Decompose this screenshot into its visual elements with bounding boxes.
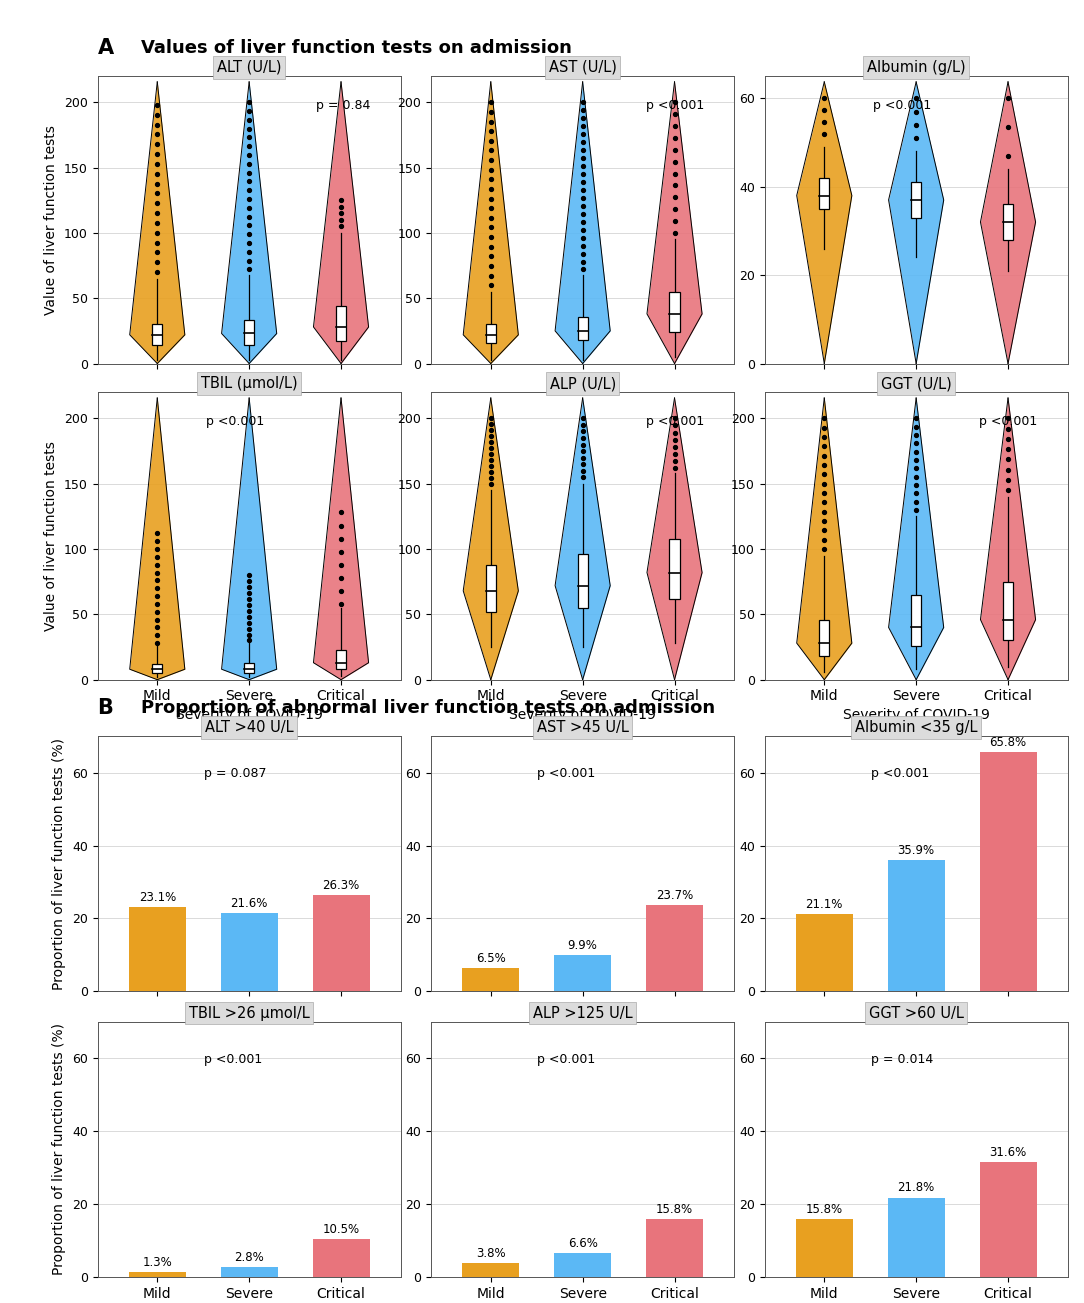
Bar bbox=[129, 1272, 185, 1277]
Text: Proportion of abnormal liver function tests on admission: Proportion of abnormal liver function te… bbox=[141, 698, 715, 717]
Text: 23.7%: 23.7% bbox=[656, 889, 693, 902]
Title: ALT (U/L): ALT (U/L) bbox=[217, 60, 282, 76]
Bar bbox=[462, 1263, 519, 1277]
Bar bbox=[820, 620, 829, 657]
Bar bbox=[486, 324, 495, 343]
Text: p <0.001: p <0.001 bbox=[538, 1053, 595, 1066]
Bar bbox=[486, 564, 495, 611]
Bar bbox=[244, 663, 255, 674]
Text: 10.5%: 10.5% bbox=[322, 1222, 360, 1235]
Text: p <0.001: p <0.001 bbox=[538, 767, 595, 780]
Title: AST (U/L): AST (U/L) bbox=[549, 60, 617, 76]
Title: TBIL >26 μmol/L: TBIL >26 μmol/L bbox=[189, 1006, 310, 1020]
Y-axis label: Proportion of liver function tests (%): Proportion of liver function tests (%) bbox=[52, 1023, 66, 1276]
Title: ALT >40 U/L: ALT >40 U/L bbox=[205, 721, 294, 735]
Bar bbox=[980, 1162, 1036, 1277]
Bar bbox=[670, 292, 680, 332]
Bar bbox=[312, 895, 370, 992]
Text: 9.9%: 9.9% bbox=[568, 939, 597, 952]
Bar bbox=[336, 306, 346, 341]
Bar bbox=[820, 177, 829, 208]
Text: 2.8%: 2.8% bbox=[234, 1251, 264, 1264]
Text: p <0.001: p <0.001 bbox=[873, 99, 931, 112]
Text: p <0.001: p <0.001 bbox=[646, 99, 704, 112]
Y-axis label: Proportion of liver function tests (%): Proportion of liver function tests (%) bbox=[52, 737, 66, 990]
Bar bbox=[578, 554, 588, 607]
Bar bbox=[646, 906, 704, 992]
Text: p = 0.84: p = 0.84 bbox=[317, 99, 371, 112]
X-axis label: Severity of COVID-19: Severity of COVID-19 bbox=[509, 708, 656, 722]
Text: 65.8%: 65.8% bbox=[990, 735, 1027, 748]
Title: ALP >125 U/L: ALP >125 U/L bbox=[533, 1006, 632, 1020]
Text: 21.1%: 21.1% bbox=[805, 898, 843, 911]
Text: Values of liver function tests on admission: Values of liver function tests on admiss… bbox=[141, 39, 572, 57]
Bar bbox=[911, 594, 921, 646]
Text: 15.8%: 15.8% bbox=[805, 1203, 843, 1216]
Bar bbox=[1003, 581, 1014, 641]
Text: p <0.001: p <0.001 bbox=[646, 416, 704, 429]
X-axis label: Severity of COVID-19: Severity of COVID-19 bbox=[842, 708, 990, 722]
Bar bbox=[646, 1220, 704, 1277]
Bar bbox=[152, 324, 163, 345]
Title: TBIL (μmol/L): TBIL (μmol/L) bbox=[201, 377, 297, 391]
Bar bbox=[129, 907, 185, 992]
Bar bbox=[1003, 205, 1014, 240]
Y-axis label: Value of liver function tests: Value of liver function tests bbox=[44, 125, 59, 315]
Title: Albumin (g/L): Albumin (g/L) bbox=[867, 60, 966, 76]
Bar bbox=[796, 915, 853, 992]
Text: p <0.001: p <0.001 bbox=[204, 1053, 262, 1066]
Text: 21.6%: 21.6% bbox=[231, 896, 268, 909]
Title: AST >45 U/L: AST >45 U/L bbox=[537, 721, 629, 735]
Text: 35.9%: 35.9% bbox=[898, 844, 934, 857]
Title: ALP (U/L): ALP (U/L) bbox=[550, 377, 616, 391]
Bar bbox=[578, 317, 588, 340]
Text: p <0.001: p <0.001 bbox=[870, 767, 929, 780]
Bar bbox=[796, 1220, 853, 1277]
Bar bbox=[554, 1253, 611, 1277]
Bar bbox=[888, 1197, 944, 1277]
Text: 21.8%: 21.8% bbox=[898, 1182, 934, 1195]
Bar bbox=[312, 1239, 370, 1277]
Text: A: A bbox=[98, 38, 114, 57]
Y-axis label: Value of liver function tests: Value of liver function tests bbox=[44, 440, 59, 631]
Bar bbox=[554, 955, 611, 992]
Text: 15.8%: 15.8% bbox=[656, 1203, 693, 1216]
Bar bbox=[670, 538, 680, 598]
Text: p <0.001: p <0.001 bbox=[979, 416, 1037, 429]
Text: 23.1%: 23.1% bbox=[139, 891, 176, 904]
Bar bbox=[244, 321, 255, 345]
Title: Albumin <35 g/L: Albumin <35 g/L bbox=[855, 721, 978, 735]
Text: p <0.001: p <0.001 bbox=[206, 416, 264, 429]
Title: GGT >60 U/L: GGT >60 U/L bbox=[868, 1006, 964, 1020]
Bar bbox=[221, 1267, 278, 1277]
Text: 3.8%: 3.8% bbox=[476, 1247, 505, 1260]
Text: 6.6%: 6.6% bbox=[568, 1237, 597, 1250]
Text: 31.6%: 31.6% bbox=[990, 1145, 1027, 1158]
Bar bbox=[462, 968, 519, 992]
Title: GGT (U/L): GGT (U/L) bbox=[881, 377, 952, 391]
Text: p = 0.087: p = 0.087 bbox=[204, 767, 267, 780]
Text: 6.5%: 6.5% bbox=[476, 951, 505, 964]
Bar bbox=[152, 665, 163, 674]
Text: B: B bbox=[98, 698, 114, 718]
Bar bbox=[336, 650, 346, 670]
Bar bbox=[888, 860, 944, 992]
Bar bbox=[221, 912, 278, 992]
Bar bbox=[980, 752, 1036, 992]
X-axis label: Severity of COVID-19: Severity of COVID-19 bbox=[176, 708, 323, 722]
Text: p = 0.014: p = 0.014 bbox=[870, 1053, 933, 1066]
Bar bbox=[911, 182, 921, 218]
Text: 1.3%: 1.3% bbox=[142, 1256, 172, 1269]
Text: 26.3%: 26.3% bbox=[322, 880, 360, 893]
